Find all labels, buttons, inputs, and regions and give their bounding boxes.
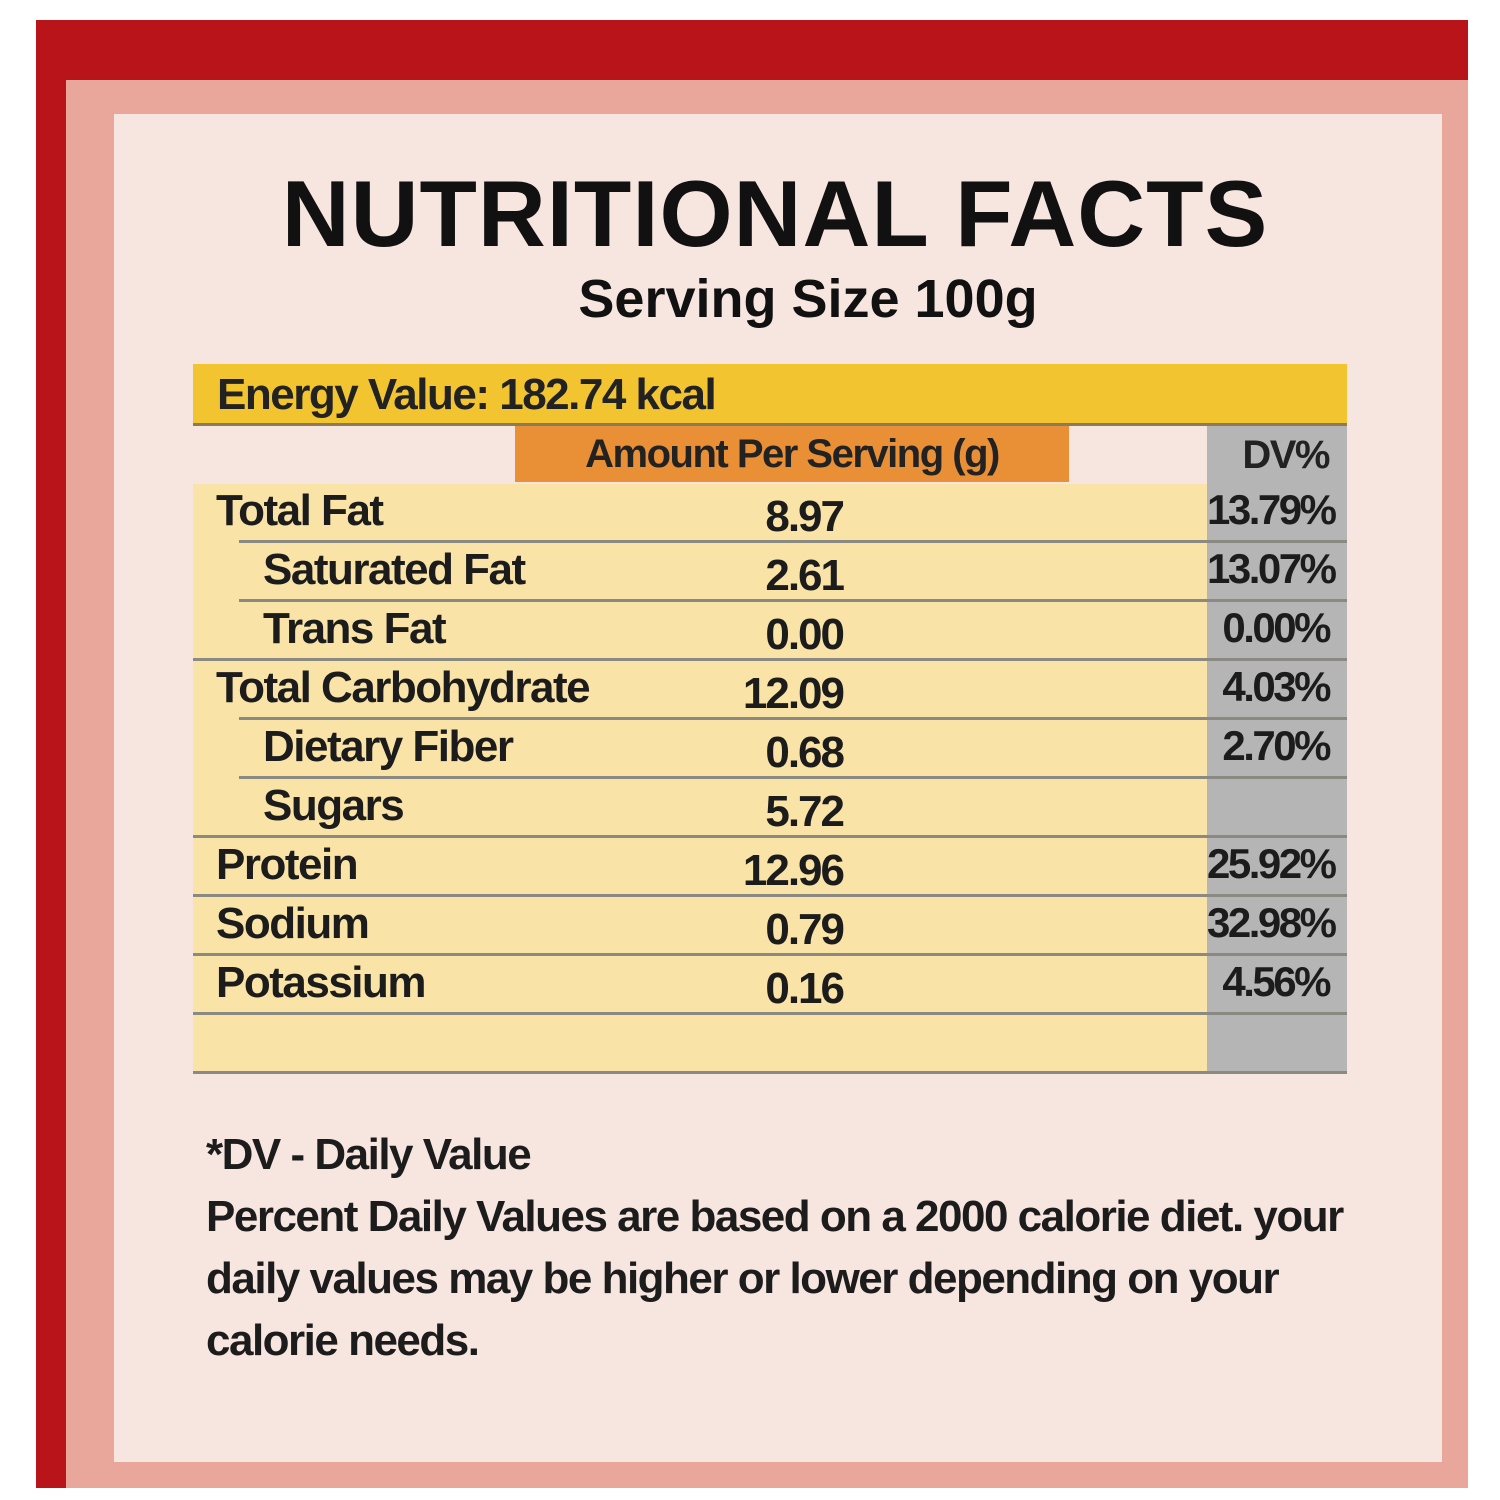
nutrient-dv: 2.70% bbox=[1222, 722, 1331, 769]
row-divider bbox=[239, 540, 1347, 543]
footnote-line-1: Percent Daily Values are based on a 2000… bbox=[206, 1192, 1344, 1241]
nutrient-dv: 4.56% bbox=[1222, 958, 1331, 1005]
nutrient-amount: 0.79 bbox=[765, 905, 845, 954]
footnote-line-3: calorie needs. bbox=[206, 1316, 480, 1365]
nutrient-name: Total Fat bbox=[216, 486, 384, 535]
nutrient-dv: 0.00% bbox=[1222, 604, 1331, 651]
table-bottom-line bbox=[193, 1071, 1347, 1074]
row-divider bbox=[193, 835, 1347, 838]
nutrient-amount: 12.96 bbox=[742, 846, 845, 895]
nutrient-name: Sugars bbox=[263, 781, 405, 830]
serving-size: Serving Size 100g bbox=[578, 269, 1038, 329]
table-row: Total Carbohydrate 12.09 4.03% bbox=[193, 661, 1347, 720]
nutrient-amount: 2.61 bbox=[765, 551, 845, 600]
nutrient-amount: 8.97 bbox=[765, 492, 845, 541]
footnote: *DV - Daily Value Percent Daily Values a… bbox=[206, 1124, 1346, 1372]
row-divider bbox=[239, 599, 1347, 602]
nutrient-dv: 13.79% bbox=[1207, 486, 1337, 533]
row-divider bbox=[239, 776, 1347, 779]
footnote-heading: *DV - Daily Value bbox=[206, 1130, 532, 1179]
table-row: Sugars 5.72 bbox=[193, 779, 1347, 838]
nutrient-dv: 13.07% bbox=[1207, 545, 1337, 592]
table-row: Trans Fat 0.00 0.00% bbox=[193, 602, 1347, 661]
nutrient-dv: 32.98% bbox=[1207, 899, 1337, 946]
nutrient-amount: 0.68 bbox=[765, 728, 845, 777]
row-divider bbox=[193, 1012, 1347, 1015]
amount-header: Amount Per Serving (g) bbox=[515, 426, 1069, 482]
table-row: Total Fat 8.97 13.79% bbox=[193, 484, 1347, 543]
table-row: Protein 12.96 25.92% bbox=[193, 838, 1347, 897]
table-row: Potassium 0.16 4.56% bbox=[193, 956, 1347, 1015]
nutrient-name: Saturated Fat bbox=[263, 545, 526, 594]
nutrient-amount: 0.00 bbox=[765, 610, 845, 659]
nutrient-name: Dietary Fiber bbox=[263, 722, 514, 771]
dv-column bbox=[1207, 484, 1347, 1074]
nutrient-dv: 4.03% bbox=[1222, 663, 1331, 710]
nutrient-name: Trans Fat bbox=[263, 604, 447, 653]
nutrient-amount: 0.16 bbox=[765, 964, 845, 1013]
nutrient-name: Potassium bbox=[216, 958, 427, 1007]
nutrient-name: Total Carbohydrate bbox=[216, 663, 591, 712]
row-divider bbox=[193, 894, 1347, 897]
table-row: Saturated Fat 2.61 13.07% bbox=[193, 543, 1347, 602]
footnote-line-2: daily values may be higher or lower depe… bbox=[206, 1254, 1280, 1303]
dv-header: DV% bbox=[1207, 426, 1347, 484]
energy-bar: Energy Value: 182.74 kcal bbox=[193, 364, 1347, 426]
nutrient-name: Sodium bbox=[216, 899, 370, 948]
table-row: Dietary Fiber 0.68 2.70% bbox=[193, 720, 1347, 779]
nutrient-name: Protein bbox=[216, 840, 359, 889]
table-header: Amount Per Serving (g) DV% bbox=[193, 426, 1347, 484]
table-row: Sodium 0.79 32.98% bbox=[193, 897, 1347, 956]
nutrient-table: Total Fat 8.97 13.79% Saturated Fat 2.61 13.0… bbox=[193, 484, 1347, 1074]
row-divider bbox=[193, 658, 1347, 661]
nutrient-amount: 5.72 bbox=[765, 787, 845, 836]
energy-value: Energy Value: 182.74 kcal bbox=[217, 370, 717, 419]
row-divider bbox=[193, 953, 1347, 956]
label-title: NUTRITIONAL FACTS bbox=[281, 161, 1269, 266]
row-divider bbox=[239, 717, 1347, 720]
nutrient-amount: 12.09 bbox=[742, 669, 845, 718]
nutrient-dv: 25.92% bbox=[1207, 840, 1337, 887]
